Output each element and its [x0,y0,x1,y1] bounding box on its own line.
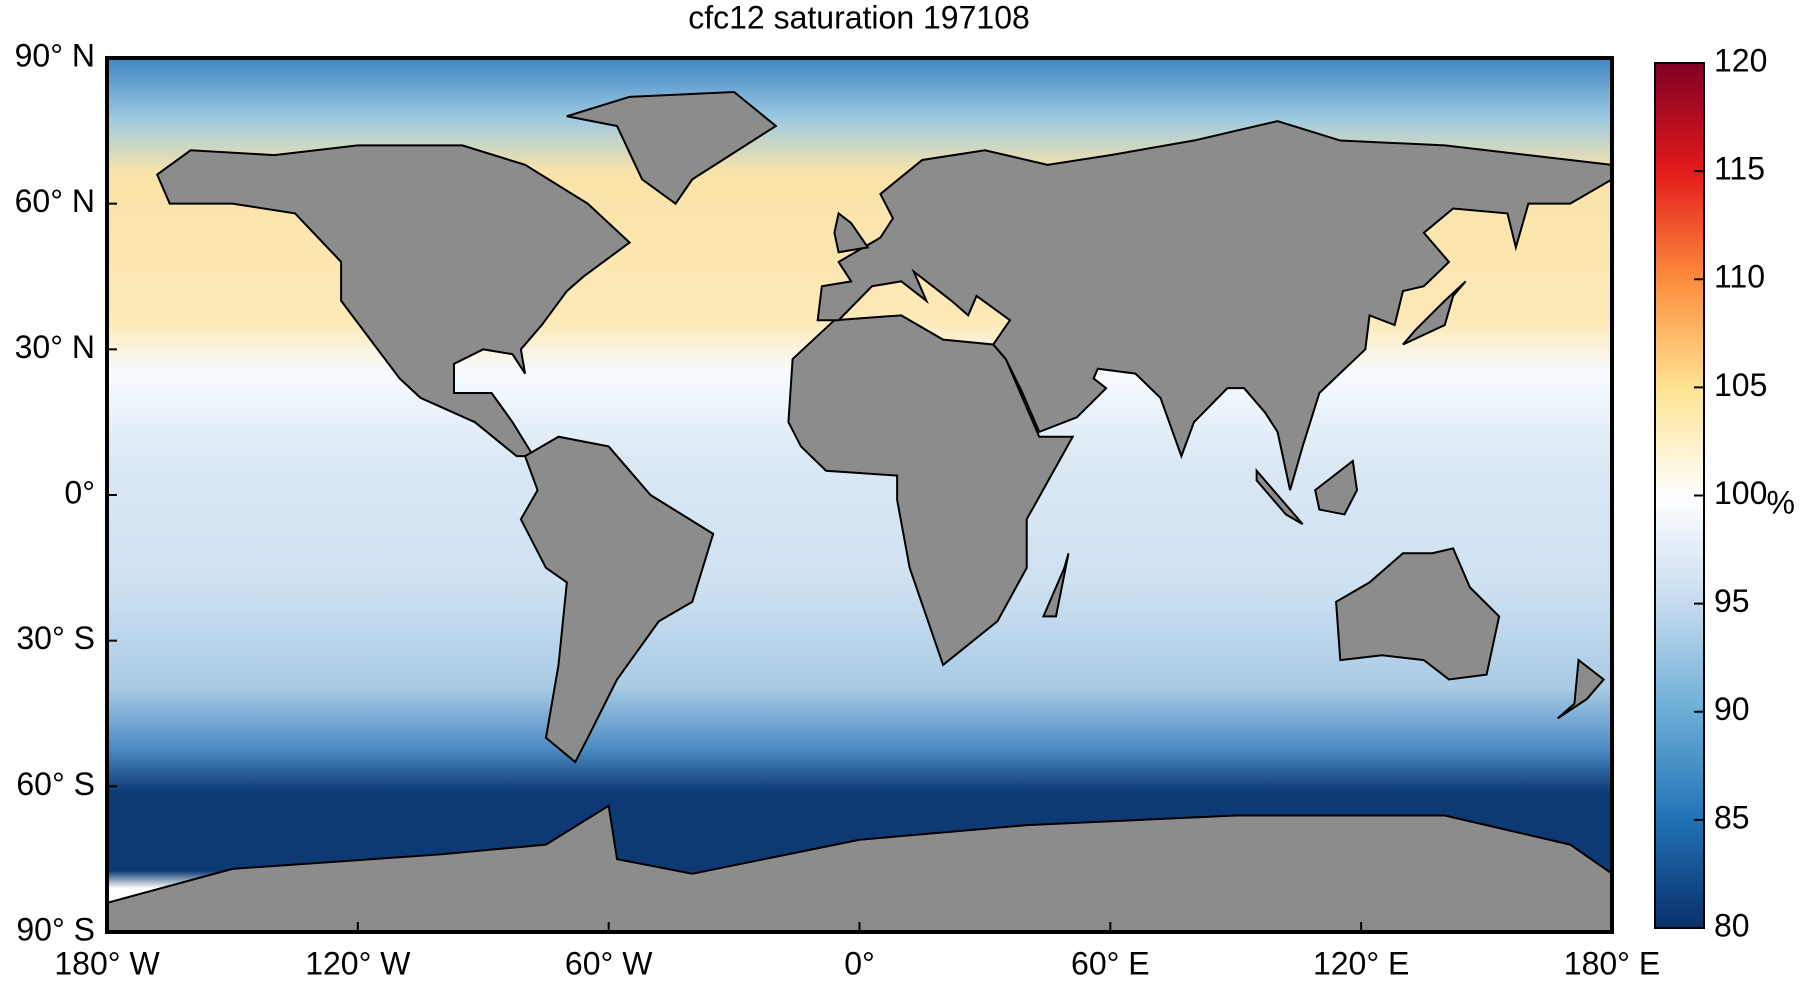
colorbar-label: % [1767,484,1795,520]
colorbar-tick-label: 105 [1714,367,1767,403]
x-tick-label: 60° E [1071,945,1150,981]
land-mass [519,435,715,764]
x-tick-label: 0° [844,945,875,981]
colorbar-tick-label: 100 [1714,475,1767,511]
colorbar-tick-label: 95 [1714,583,1750,619]
y-tick-label: 30° S [16,620,95,656]
colorbar-tick-label: 80 [1714,907,1750,943]
y-tick-label: 60° S [16,766,95,802]
land-mass [1335,547,1501,681]
colorbar-tick-label: 115 [1714,151,1765,187]
land-mass [1556,658,1606,720]
land [107,90,1612,932]
land-mass [787,314,1075,667]
y-tick-label: 0° [64,474,95,510]
land-mass [833,211,870,254]
land-mass [1402,280,1467,346]
y-tick-label: 90° S [16,911,95,947]
land-mass [566,90,778,206]
x-tick-label: 180° E [1564,945,1660,981]
map [107,58,1612,932]
land-mass [107,804,1612,932]
x-tick-label: 120° E [1313,945,1409,981]
y-tick-label: 90° N [15,37,95,73]
chart-title: cfc12 saturation 197108 [688,0,1030,35]
land-mass [816,120,1612,491]
y-tick-label: 30° N [15,329,95,365]
y-tick-label: 60° N [15,183,95,219]
land-mass [155,144,632,458]
colorbar-tick-label: 110 [1714,259,1765,295]
land-mass [1255,468,1304,525]
land-mass [1041,552,1070,618]
land-mass [1314,459,1359,516]
colorbar-tick-label: 90 [1714,691,1750,727]
colorbar-tick-label: 120 [1714,42,1767,78]
x-tick-label: 120° W [305,945,411,981]
x-tick-label: 60° W [565,945,653,981]
x-tick-label: 180° W [54,945,160,981]
colorbar-tick-label: 85 [1714,799,1750,835]
